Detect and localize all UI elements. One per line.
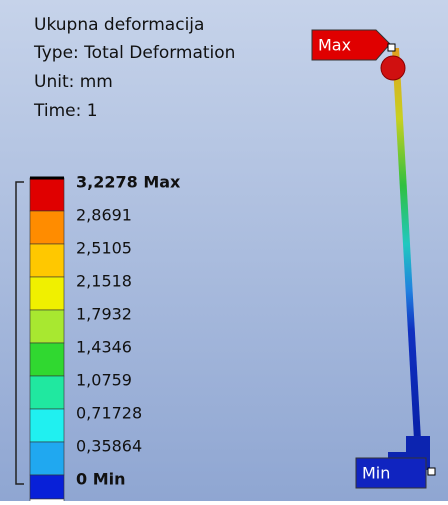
legend-swatch [29, 243, 65, 278]
legend-label: 1,4346 [76, 338, 132, 357]
legend-label: 2,1518 [76, 272, 132, 291]
min-tag [355, 457, 427, 489]
legend-swatch [29, 177, 65, 212]
legend-swatch [29, 210, 65, 245]
legend-label: 0 Min [76, 470, 126, 489]
max-probe [380, 55, 406, 81]
legend-bracket [15, 181, 24, 485]
legend-label: 3,2278 Max [76, 173, 181, 192]
legend-swatch [29, 474, 65, 500]
min-label: Min [362, 464, 390, 483]
legend-swatch [29, 441, 65, 476]
legend-label: 2,5105 [76, 239, 132, 258]
max-marker [387, 43, 396, 52]
result-title: Ukupna deformacija [34, 15, 204, 35]
max-tag [311, 29, 391, 61]
result-unit: Unit: mm [34, 72, 113, 92]
legend-label: 0,35864 [76, 437, 142, 456]
legend-label: 2,8691 [76, 206, 132, 225]
legend: 3,2278 Max 2,8691 2,5105 2,1518 1,7932 1,4346… [29, 173, 181, 505]
legend-label: 1,7932 [76, 305, 132, 324]
result-type: Type: Total Deformation [33, 43, 235, 63]
legend-swatch [29, 408, 65, 443]
result-time: Time: 1 [33, 101, 98, 121]
legend-swatch [29, 276, 65, 311]
legend-label: 1,0759 [76, 371, 132, 390]
max-label: Max [318, 36, 351, 55]
beam [392, 48, 421, 440]
min-marker [427, 467, 436, 476]
legend-swatch [29, 309, 65, 344]
legend-label: 0,71728 [76, 404, 142, 423]
legend-swatch [29, 342, 65, 377]
legend-swatch [29, 375, 65, 410]
